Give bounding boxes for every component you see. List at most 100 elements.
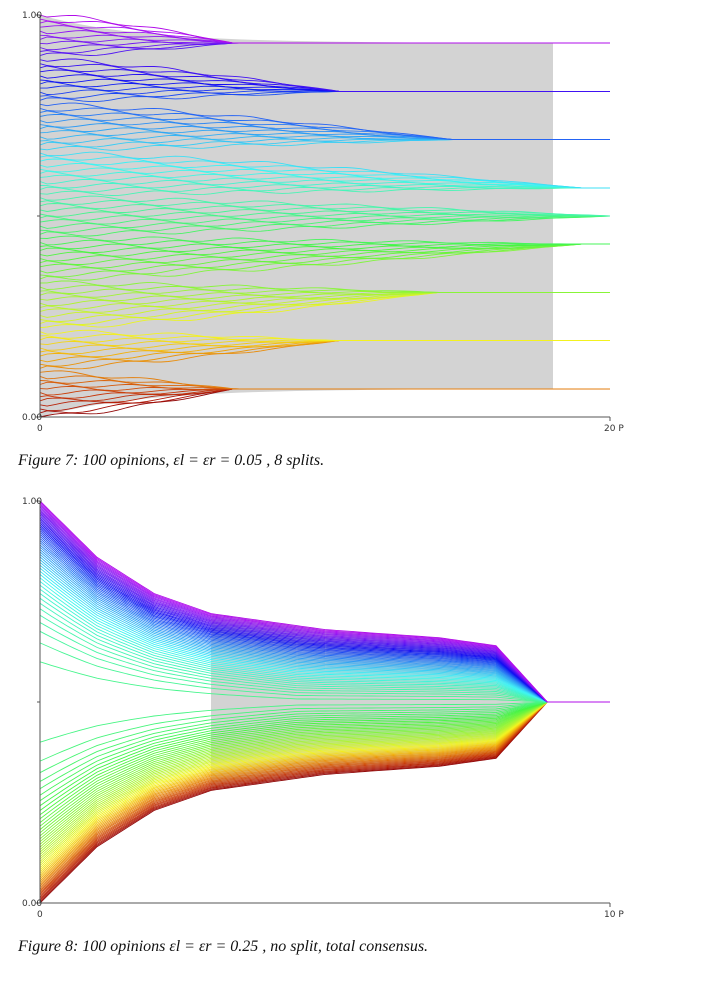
figure-8-opinion-line bbox=[39, 701, 610, 866]
figure-8-opinion-line bbox=[39, 701, 610, 848]
figure-8-opinion-line bbox=[39, 701, 610, 796]
figure-8-opinion-line bbox=[39, 701, 610, 802]
figure-8-opinion-line bbox=[39, 701, 610, 816]
figure-8-opinion-line bbox=[39, 593, 610, 703]
figure-7-opinion-line bbox=[39, 151, 610, 189]
figure-7-opinion-line bbox=[39, 167, 610, 189]
figure-8-opinion-line bbox=[39, 701, 610, 850]
figure-7-opinion-line bbox=[39, 211, 611, 217]
figure-8-opinion-line bbox=[39, 701, 610, 871]
figure-7-opinion-line bbox=[39, 243, 610, 262]
figure-8-series bbox=[39, 500, 610, 904]
figure-8-opinion-line bbox=[39, 500, 610, 703]
figure-7-opinion-line bbox=[39, 370, 610, 390]
figure-7-y-tick-label-0: 0.00 bbox=[22, 413, 42, 423]
figure-8-opinion-line bbox=[39, 574, 610, 703]
figure-8-opinion-line bbox=[39, 701, 610, 820]
figure-8-opinion-line bbox=[39, 546, 610, 703]
figure-8-opinion-line bbox=[39, 701, 610, 811]
figure-7-opinion-line bbox=[39, 243, 610, 253]
figure-7-opinion-line bbox=[39, 215, 611, 237]
figure-7-opinion-line bbox=[39, 102, 610, 141]
figure-8-opinion-line bbox=[39, 584, 610, 703]
figure-8-opinion-line bbox=[39, 701, 610, 774]
figure-8-opinion-line bbox=[39, 701, 610, 858]
figure-7-opinion-line bbox=[39, 195, 611, 217]
figure-8-opinion-line bbox=[39, 701, 610, 762]
figure-8-opinion-line bbox=[39, 544, 610, 703]
figure-7-opinion-line bbox=[39, 170, 610, 189]
figure-8-opinion-line bbox=[39, 535, 610, 703]
figure-7-opinion-line bbox=[39, 243, 610, 281]
figure-8-opinion-line bbox=[39, 622, 610, 703]
figure-8: 0.00 1.00 0 10 P Figure 8: 100 opinions εl … bbox=[0, 486, 718, 984]
figure-8-opinion-line bbox=[39, 570, 610, 703]
figure-8-opinion-line bbox=[39, 701, 610, 843]
figure-7-x-tick-label-1: 20 P bbox=[604, 424, 624, 434]
figure-8-opinion-line bbox=[39, 701, 610, 845]
figure-7-opinion-line bbox=[39, 182, 610, 189]
figure-8-opinion-line bbox=[39, 701, 610, 790]
figure-7-opinion-line bbox=[39, 243, 610, 250]
figure-8-opinion-line bbox=[39, 602, 610, 703]
figure-8-x-tick-label-0: 0 bbox=[37, 910, 43, 920]
figure-7-y-tick-label-1: 1.00 bbox=[22, 11, 42, 21]
figure-8-opinion-line bbox=[39, 701, 610, 827]
figure-7-caption: Figure 7: 100 opinions, εl = εr = 0.05 ,… bbox=[18, 452, 325, 469]
figure-7-opinion-line bbox=[39, 243, 610, 278]
figure-7-opinion-line bbox=[39, 199, 611, 217]
figure-7-opinion-line bbox=[39, 243, 610, 265]
figure-8-opinion-line bbox=[39, 564, 610, 703]
figure-7-opinion-line bbox=[39, 215, 611, 233]
figure-8-opinion-line bbox=[39, 581, 610, 703]
figure-7-opinion-line bbox=[39, 280, 610, 293]
figure-8-opinion-line bbox=[39, 701, 610, 807]
figure-8-opinion-line bbox=[39, 549, 610, 703]
figure-8-opinion-line bbox=[39, 701, 610, 782]
figure-8-opinion-line bbox=[39, 701, 610, 834]
figure-8-opinion-line bbox=[39, 701, 610, 853]
figure-8-opinion-line bbox=[39, 701, 610, 864]
figure-8-opinion-line bbox=[39, 588, 610, 703]
figure-8-opinion-line bbox=[39, 661, 610, 703]
figure-8-opinion-line bbox=[39, 701, 610, 840]
figure-8-opinion-line bbox=[39, 701, 610, 743]
figure-8-opinion-line bbox=[39, 554, 610, 703]
figure-8-opinion-line bbox=[39, 551, 610, 703]
figure-8-opinion-line bbox=[39, 701, 610, 862]
figure-7-opinion-line bbox=[39, 58, 610, 92]
figure-8-opinion-line bbox=[39, 701, 610, 823]
figure-8-x-tick-label-1: 10 P bbox=[604, 910, 624, 920]
figure-8-y-tick-label-0: 0.00 bbox=[22, 899, 42, 909]
figure-8-opinion-line bbox=[39, 577, 610, 703]
figure-7-opinion-line bbox=[39, 215, 611, 221]
figure-8-opinion-line bbox=[39, 701, 610, 855]
figure-7-opinion-line bbox=[39, 186, 610, 193]
figure-8-opinion-line bbox=[39, 540, 610, 703]
figure-8-caption: Figure 8: 100 opinions εl = εr = 0.25 , … bbox=[18, 938, 429, 955]
figure-8-opinion-line bbox=[39, 556, 610, 703]
figure-7-opinion-line bbox=[39, 155, 610, 189]
figure-7-opinion-line bbox=[39, 14, 610, 44]
figure-8-y-tick-label-1: 1.00 bbox=[22, 497, 42, 507]
figure-8-opinion-line bbox=[39, 630, 610, 703]
figure-8-opinion-line bbox=[39, 642, 610, 703]
figure-8-opinion-line bbox=[39, 567, 610, 703]
figure-7-series bbox=[39, 14, 611, 418]
figure-7: 0.00 1.00 0 20 P Figure 7: 100 opinions, εl… bbox=[0, 0, 718, 480]
figure-7-x-tick-label-0: 0 bbox=[37, 424, 43, 434]
figure-7-opinion-line bbox=[39, 329, 610, 342]
figure-8-opinion-line bbox=[39, 701, 610, 860]
figure-8-opinion-line bbox=[39, 561, 610, 703]
figure-8-opinion-line bbox=[39, 701, 610, 837]
figure-8-opinion-line bbox=[39, 701, 610, 873]
figure-8-opinion-line bbox=[39, 701, 610, 830]
figure-7-chart: 0.00 1.00 0 20 P bbox=[22, 11, 624, 434]
figure-8-opinion-line bbox=[39, 538, 610, 703]
figure-8-opinion-line bbox=[39, 608, 610, 703]
figure-7-opinion-line bbox=[39, 235, 610, 245]
figure-8-opinion-line bbox=[39, 542, 610, 703]
figure-8-opinion-line bbox=[39, 597, 610, 703]
figure-8-opinion-line bbox=[39, 559, 610, 703]
figure-8-opinion-line bbox=[39, 614, 610, 703]
